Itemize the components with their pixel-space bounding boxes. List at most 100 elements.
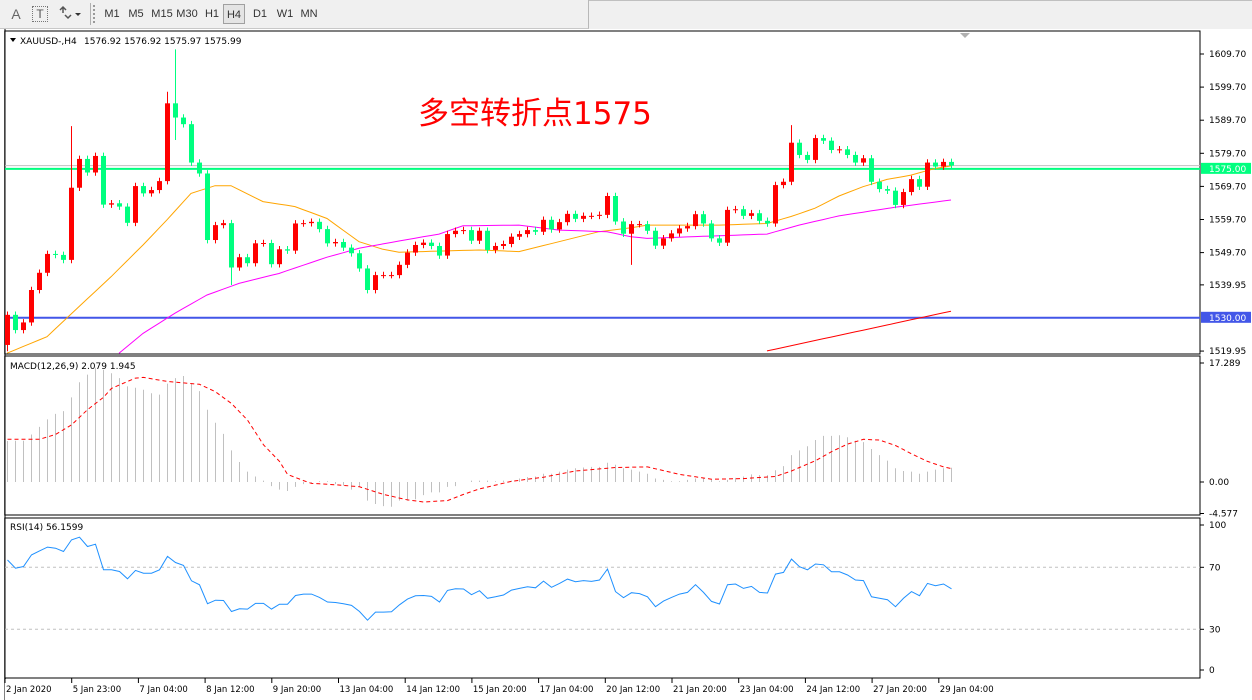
candle[interactable] — [269, 239, 274, 268]
candle[interactable] — [229, 219, 234, 286]
candle[interactable] — [165, 91, 170, 185]
candle[interactable] — [333, 238, 338, 247]
timeframe-d1[interactable]: D1 — [252, 8, 268, 20]
candle[interactable] — [357, 249, 362, 272]
candle[interactable] — [245, 253, 250, 267]
candle[interactable] — [341, 238, 346, 251]
candle[interactable] — [885, 185, 890, 195]
candle[interactable] — [741, 205, 746, 220]
candle[interactable] — [573, 210, 578, 223]
candle[interactable] — [469, 226, 474, 244]
candle[interactable] — [53, 250, 58, 259]
candle[interactable] — [325, 225, 330, 247]
collapse-triangle-icon[interactable] — [10, 38, 16, 42]
candle[interactable] — [701, 210, 706, 227]
candle[interactable] — [853, 151, 858, 166]
candle[interactable] — [525, 226, 530, 238]
candle[interactable] — [597, 211, 602, 220]
timeframe-m15[interactable]: M15 — [151, 8, 173, 20]
text-tool-icon[interactable]: A — [11, 6, 21, 22]
candle[interactable] — [197, 159, 202, 177]
candle[interactable] — [117, 199, 122, 210]
candle[interactable] — [437, 242, 442, 259]
candle[interactable] — [613, 192, 618, 225]
candle[interactable] — [589, 212, 594, 220]
macd-pane[interactable]: 17.289 0.00 -4.577 — [4, 355, 1252, 520]
candle[interactable] — [837, 146, 842, 154]
candle[interactable] — [677, 225, 682, 237]
chart-shift-marker-icon[interactable] — [960, 33, 970, 38]
candle[interactable] — [693, 210, 698, 230]
candle[interactable] — [5, 311, 10, 352]
candle[interactable] — [21, 319, 26, 334]
candle[interactable] — [909, 175, 914, 196]
candle[interactable] — [621, 218, 626, 238]
candle[interactable] — [757, 209, 762, 225]
candle[interactable] — [93, 152, 98, 176]
candle[interactable] — [373, 271, 378, 294]
candle[interactable] — [501, 240, 506, 250]
candle[interactable] — [645, 220, 650, 235]
arrows-tool-button[interactable] — [56, 4, 84, 24]
candle[interactable] — [157, 177, 162, 194]
candle[interactable] — [877, 178, 882, 193]
candle[interactable] — [485, 227, 490, 254]
candle[interactable] — [789, 125, 794, 186]
candle[interactable] — [237, 253, 242, 271]
candle[interactable] — [709, 220, 714, 242]
candle[interactable] — [629, 220, 634, 265]
candle[interactable] — [461, 226, 466, 235]
candle[interactable] — [253, 240, 258, 267]
candle[interactable] — [949, 158, 954, 169]
candle[interactable] — [141, 182, 146, 197]
candle[interactable] — [45, 250, 50, 277]
candle[interactable] — [845, 146, 850, 159]
candle[interactable] — [213, 221, 218, 244]
candle[interactable] — [221, 219, 226, 229]
candle[interactable] — [149, 186, 154, 197]
candle[interactable] — [389, 271, 394, 279]
candle[interactable] — [813, 134, 818, 164]
candle[interactable] — [13, 311, 18, 334]
candle[interactable] — [901, 188, 906, 209]
candle[interactable] — [893, 187, 898, 209]
candle[interactable] — [517, 230, 522, 241]
candle[interactable] — [829, 137, 834, 154]
candle[interactable] — [261, 239, 266, 247]
candle[interactable] — [421, 239, 426, 249]
candle[interactable] — [133, 182, 138, 227]
candle[interactable] — [765, 217, 770, 227]
candle[interactable] — [605, 192, 610, 219]
candle[interactable] — [749, 209, 754, 220]
candle[interactable] — [293, 220, 298, 254]
candle[interactable] — [821, 134, 826, 145]
candle[interactable] — [317, 218, 322, 233]
candle[interactable] — [205, 170, 210, 244]
candle[interactable] — [781, 178, 786, 189]
candle[interactable] — [349, 244, 354, 257]
candle[interactable] — [581, 212, 586, 223]
candle[interactable] — [869, 154, 874, 186]
candle[interactable] — [453, 227, 458, 238]
candle[interactable] — [549, 216, 554, 233]
timeframe-mn[interactable]: MN — [300, 8, 318, 20]
candle[interactable] — [29, 286, 34, 326]
candle[interactable] — [933, 159, 938, 170]
candle[interactable] — [733, 205, 738, 214]
candle[interactable] — [181, 114, 186, 128]
timeframe-m1[interactable]: M1 — [104, 8, 120, 20]
candle[interactable] — [669, 230, 674, 242]
candle[interactable] — [493, 242, 498, 254]
candle[interactable] — [301, 219, 306, 227]
candle[interactable] — [661, 235, 666, 249]
timeframe-m30[interactable]: M30 — [176, 8, 198, 20]
candle[interactable] — [397, 261, 402, 279]
candle[interactable] — [717, 235, 722, 246]
candle[interactable] — [637, 220, 642, 228]
text-label-tool-icon[interactable]: T — [32, 6, 48, 22]
candle[interactable] — [797, 139, 802, 159]
candle[interactable] — [381, 271, 386, 279]
candle[interactable] — [653, 227, 658, 249]
candle[interactable] — [101, 152, 106, 208]
